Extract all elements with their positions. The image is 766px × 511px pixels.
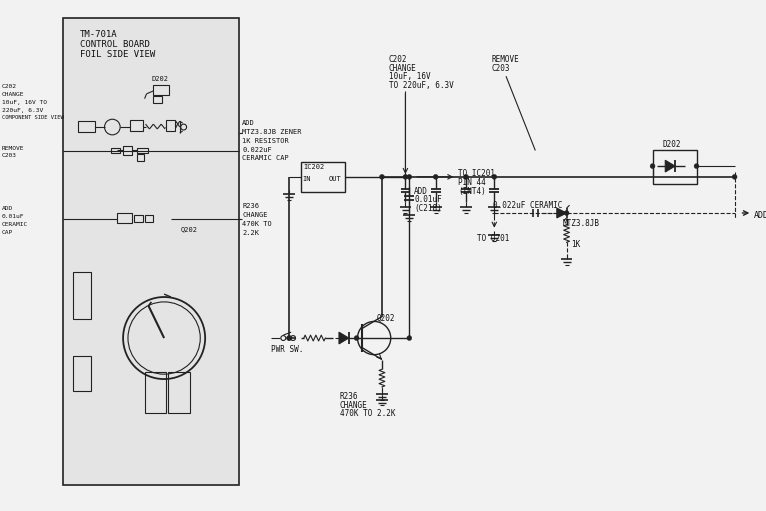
- Text: Q202: Q202: [377, 314, 395, 322]
- Text: (INT4): (INT4): [458, 187, 486, 196]
- Circle shape: [407, 174, 412, 179]
- Text: CERAMIC CAP: CERAMIC CAP: [242, 155, 289, 161]
- Text: CHANGE: CHANGE: [389, 63, 417, 73]
- Text: ADD: ADD: [755, 212, 766, 220]
- Circle shape: [732, 174, 737, 179]
- Text: C203: C203: [491, 63, 510, 73]
- Polygon shape: [339, 332, 349, 344]
- Circle shape: [379, 174, 385, 179]
- Bar: [153, 96, 162, 103]
- Text: D202: D202: [152, 76, 169, 82]
- Text: TO Q201: TO Q201: [476, 234, 509, 243]
- Bar: [153, 85, 169, 95]
- Text: IC202: IC202: [303, 164, 324, 170]
- Text: 0.022uF: 0.022uF: [242, 147, 272, 153]
- Bar: [137, 154, 143, 161]
- Bar: [168, 372, 189, 413]
- Circle shape: [650, 164, 655, 169]
- Text: 0.022uF CERAMIC: 0.022uF CERAMIC: [493, 201, 563, 211]
- Polygon shape: [665, 160, 675, 172]
- Text: REMOVE: REMOVE: [491, 55, 519, 64]
- Bar: [130, 120, 142, 131]
- Text: CHANGE: CHANGE: [340, 401, 368, 410]
- Circle shape: [694, 164, 699, 169]
- Text: OUT: OUT: [329, 176, 341, 182]
- Text: R236: R236: [340, 392, 358, 401]
- Circle shape: [492, 174, 496, 179]
- Text: TM-701A: TM-701A: [80, 30, 118, 39]
- Circle shape: [434, 174, 438, 179]
- Text: 0.01uF: 0.01uF: [2, 214, 25, 219]
- Text: CAP: CAP: [2, 229, 13, 235]
- Text: 470K TO: 470K TO: [242, 221, 272, 227]
- Text: C203: C203: [2, 153, 17, 158]
- Text: CERAMIC: CERAMIC: [2, 222, 28, 227]
- Text: CHANGE: CHANGE: [242, 212, 268, 218]
- Text: 220uF, 6.3V: 220uF, 6.3V: [2, 107, 43, 112]
- Text: MTZ3.8JB: MTZ3.8JB: [563, 219, 600, 228]
- Circle shape: [403, 174, 408, 179]
- Text: PWR SW.: PWR SW.: [270, 345, 303, 354]
- Circle shape: [463, 174, 469, 179]
- Bar: [78, 121, 95, 132]
- Bar: [111, 148, 120, 153]
- Polygon shape: [557, 208, 567, 218]
- Text: CHANGE: CHANGE: [2, 92, 25, 97]
- Text: 2.2K: 2.2K: [242, 229, 259, 236]
- Bar: [117, 213, 132, 223]
- Text: Q202: Q202: [181, 226, 198, 231]
- Text: 10uF, 16V TO: 10uF, 16V TO: [2, 100, 47, 105]
- Bar: [123, 146, 132, 155]
- Circle shape: [286, 336, 292, 340]
- Bar: [166, 120, 175, 131]
- Bar: [301, 162, 345, 192]
- Text: REMOVE: REMOVE: [2, 146, 25, 151]
- Text: PIN 44: PIN 44: [458, 178, 486, 187]
- Bar: [74, 356, 91, 391]
- Bar: [653, 150, 696, 183]
- Text: 0.01uF: 0.01uF: [414, 195, 442, 204]
- Circle shape: [354, 336, 359, 340]
- Text: 1K RESISTOR: 1K RESISTOR: [242, 138, 289, 144]
- Text: C202: C202: [2, 84, 17, 89]
- Text: D202: D202: [663, 140, 681, 149]
- Bar: [64, 17, 239, 484]
- Text: TO IC201: TO IC201: [458, 169, 495, 178]
- Bar: [137, 148, 148, 153]
- Text: MTZ3.8JB ZENER: MTZ3.8JB ZENER: [242, 129, 302, 135]
- Text: COMPONENT SIDE VIEW: COMPONENT SIDE VIEW: [2, 115, 64, 120]
- Text: C202: C202: [389, 55, 408, 64]
- Circle shape: [407, 336, 412, 340]
- Circle shape: [286, 336, 292, 340]
- Text: FOIL SIDE VIEW: FOIL SIDE VIEW: [80, 50, 155, 59]
- Text: IN: IN: [302, 176, 310, 182]
- Text: ADD: ADD: [242, 120, 255, 126]
- Text: R236: R236: [242, 203, 259, 209]
- Text: (C218): (C218): [414, 204, 442, 213]
- Text: ADD: ADD: [2, 206, 13, 211]
- Bar: [74, 272, 91, 318]
- Text: 470K TO 2.2K: 470K TO 2.2K: [340, 409, 395, 419]
- Bar: [145, 215, 153, 222]
- Circle shape: [564, 211, 569, 216]
- Text: TO 220uF, 6.3V: TO 220uF, 6.3V: [389, 81, 453, 90]
- Text: 1K: 1K: [571, 240, 581, 249]
- Text: 10uF, 16V: 10uF, 16V: [389, 73, 430, 81]
- Text: ADD: ADD: [414, 187, 428, 196]
- Text: CONTROL BOARD: CONTROL BOARD: [80, 40, 150, 49]
- Bar: [145, 372, 166, 413]
- Bar: [134, 215, 142, 222]
